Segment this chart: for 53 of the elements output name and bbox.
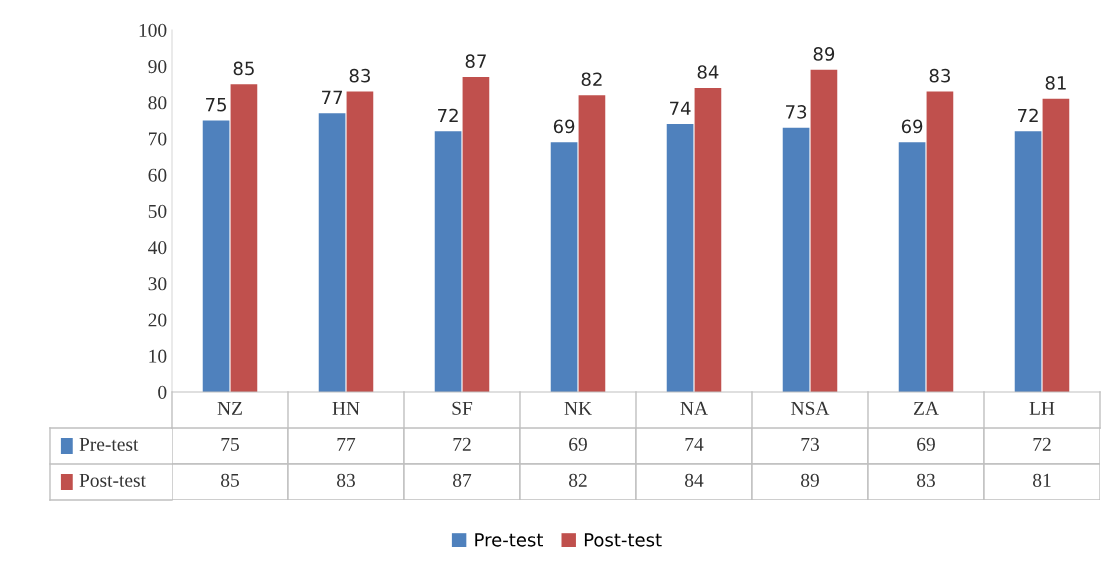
data-label: 72 — [1018, 108, 1038, 123]
data-label: 83 — [337, 473, 355, 487]
data-label: 84 — [685, 473, 704, 487]
data-label: 75 — [221, 437, 239, 451]
category-label: NA — [680, 401, 708, 415]
data-label: 83 — [349, 68, 370, 83]
category-label: NZ — [217, 401, 242, 415]
y-tick-label: 80 — [148, 96, 167, 110]
data-label: 89 — [801, 473, 819, 487]
data-label: 89 — [813, 47, 835, 61]
legend-label: Pre-test — [475, 533, 544, 547]
data-label: 85 — [233, 61, 254, 76]
category-label: NK — [564, 401, 592, 415]
data-label: 73 — [801, 437, 819, 451]
y-tick-label: 20 — [148, 313, 167, 327]
data-label: 87 — [453, 473, 472, 487]
y-tick-label: 0 — [158, 385, 167, 399]
data-label: 69 — [901, 119, 923, 134]
data-label: 69 — [917, 437, 935, 451]
y-tick-label: 60 — [148, 168, 167, 182]
legend-label: Post-test — [584, 533, 662, 547]
category-label: NSA — [791, 401, 830, 415]
category-label: HN — [332, 401, 360, 415]
data-label: 72 — [453, 437, 471, 451]
data-label: 69 — [553, 119, 575, 134]
data-label: 74 — [670, 101, 691, 115]
y-tick-label: 90 — [148, 60, 167, 74]
data-label: 77 — [322, 90, 343, 104]
data-label: 74 — [685, 437, 704, 451]
y-tick-label: 10 — [149, 349, 167, 363]
data-label: 84 — [697, 65, 719, 79]
data-label: 81 — [1045, 76, 1066, 90]
data-label: 83 — [929, 68, 950, 83]
data-label: 69 — [569, 437, 587, 451]
category-label: ZA — [913, 401, 939, 415]
data-label: 72 — [438, 108, 458, 123]
data-label: 81 — [1033, 473, 1051, 487]
category-label: LH — [1029, 401, 1055, 415]
data-label: 82 — [569, 473, 587, 487]
data-label: 77 — [337, 437, 356, 451]
y-tick-label: 70 — [148, 132, 167, 146]
y-tick-label: 50 — [148, 204, 167, 218]
data-label: 87 — [465, 54, 486, 69]
y-tick-label: 40 — [148, 241, 167, 255]
data-label: 75 — [206, 98, 226, 112]
data-label: 83 — [917, 473, 935, 487]
data-label: 73 — [786, 105, 807, 119]
data-label: 82 — [581, 72, 602, 87]
data-label: 85 — [221, 473, 239, 487]
y-tick-label: 100 — [139, 23, 167, 37]
category-label: SF — [452, 401, 473, 415]
y-tick-label: 30 — [148, 277, 167, 291]
data-label: 72 — [1033, 437, 1051, 451]
